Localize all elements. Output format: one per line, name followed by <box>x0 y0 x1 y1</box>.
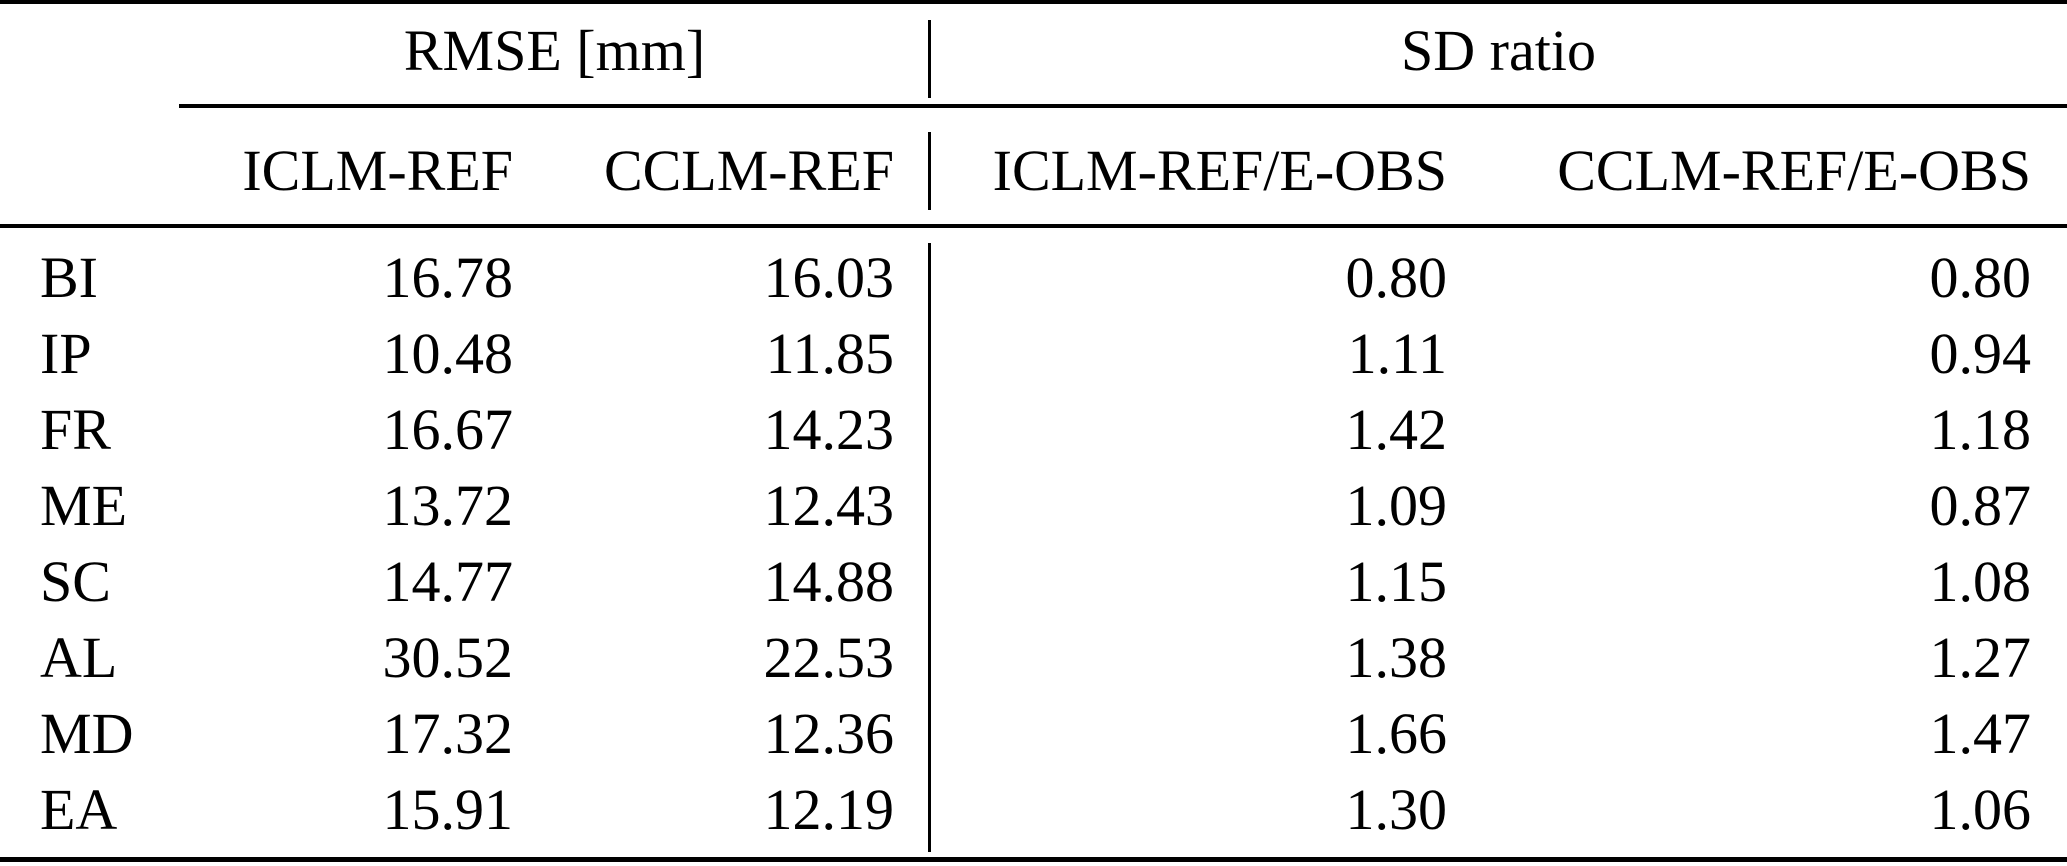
table-cell: 1.09 <box>1345 473 1448 538</box>
table-cell: 14.23 <box>763 397 895 462</box>
column-divider-segment <box>928 20 931 98</box>
table-cell: 16.67 <box>382 397 514 462</box>
table-cell: 1.30 <box>1345 777 1448 842</box>
table-cell: 1.42 <box>1345 397 1448 462</box>
table-cell: 22.53 <box>763 625 895 690</box>
table-cell: 16.78 <box>382 245 514 310</box>
group-header-sd-ratio: SD ratio <box>1401 18 1596 83</box>
table-row: ME 13.72 12.43 1.09 0.87 <box>0 468 2067 544</box>
table-row: AL 30.52 22.53 1.38 1.27 <box>0 620 2067 696</box>
table-cell: 1.38 <box>1345 625 1448 690</box>
table-cell: 10.48 <box>382 321 514 386</box>
table-cell: 0.94 <box>1929 321 2032 386</box>
row-label: AL <box>40 625 118 690</box>
column-divider-segment <box>928 132 931 210</box>
table-row: IP 10.48 11.85 1.11 0.94 <box>0 316 2067 392</box>
row-label: ME <box>40 473 127 538</box>
table-cell: 15.91 <box>382 777 514 842</box>
table-row: FR 16.67 14.23 1.42 1.18 <box>0 392 2067 468</box>
bottom-rule <box>0 857 2067 862</box>
header-rule <box>0 224 2067 228</box>
table-cell: 1.08 <box>1929 549 2032 614</box>
corner-cell <box>0 102 179 240</box>
table-cell: 1.47 <box>1929 701 2032 766</box>
group-header-rmse: RMSE [mm] <box>403 18 706 83</box>
table-row: EA 15.91 12.19 1.30 1.06 <box>0 772 2067 848</box>
table-cell: 17.32 <box>382 701 514 766</box>
table-cell: 1.27 <box>1929 625 2032 690</box>
statistics-table: RMSE [mm] SD ratio ICLM-REF CCLM-REF ICL… <box>0 0 2067 848</box>
table-cell: 1.66 <box>1345 701 1448 766</box>
row-label: EA <box>40 777 118 842</box>
table-cell: 11.85 <box>765 321 894 386</box>
row-label: SC <box>40 549 111 614</box>
row-label: MD <box>40 701 134 766</box>
table-cell: 0.80 <box>1345 245 1448 310</box>
table-cell: 12.43 <box>763 473 895 538</box>
table-cell: 12.19 <box>763 777 895 842</box>
table-cell: 0.80 <box>1929 245 2032 310</box>
column-header-iclm-ref-e-obs: ICLM-REF/E-OBS <box>992 138 1447 203</box>
table-row: MD 17.32 12.36 1.66 1.47 <box>0 696 2067 772</box>
table-cell: 0.87 <box>1929 473 2032 538</box>
table-row: BI 16.78 16.03 0.80 0.80 <box>0 240 2067 316</box>
table-cell: 14.77 <box>382 549 514 614</box>
table-cell: 16.03 <box>763 245 895 310</box>
corner-cell <box>0 0 179 102</box>
table-cell: 14.88 <box>763 549 895 614</box>
column-header-cclm-ref: CCLM-REF <box>603 138 894 203</box>
column-header-iclm-ref: ICLM-REF <box>242 138 513 203</box>
row-label: FR <box>40 397 111 462</box>
row-label: BI <box>40 245 98 310</box>
column-header-row: ICLM-REF CCLM-REF ICLM-REF/E-OBS CCLM-RE… <box>0 102 2067 240</box>
table-cell: 12.36 <box>763 701 895 766</box>
row-label: IP <box>40 321 92 386</box>
table-cell: 1.06 <box>1929 777 2032 842</box>
table-cell: 1.11 <box>1347 321 1447 386</box>
table-cell: 30.52 <box>382 625 514 690</box>
group-header-rule <box>179 104 2067 108</box>
table-cell: 1.18 <box>1929 397 2032 462</box>
column-header-cclm-ref-e-obs: CCLM-REF/E-OBS <box>1557 138 2031 203</box>
top-rule <box>0 0 2067 4</box>
column-divider-segment <box>928 243 931 852</box>
group-header-row: RMSE [mm] SD ratio <box>0 0 2067 102</box>
table-row: SC 14.77 14.88 1.15 1.08 <box>0 544 2067 620</box>
table-cell: 13.72 <box>382 473 514 538</box>
table-cell: 1.15 <box>1345 549 1448 614</box>
